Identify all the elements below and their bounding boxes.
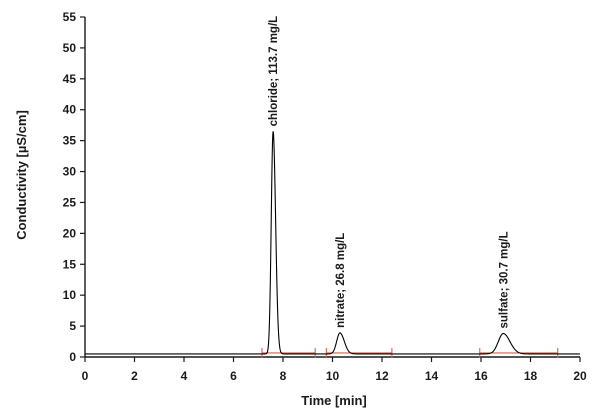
peak-labels: chloride; 113.7 mg/L nitrate; 26.8 mg/L su…: [268, 16, 510, 329]
x-axis-title: Time [min]: [301, 393, 367, 408]
x-tick-label: 2: [131, 369, 138, 383]
x-tick-label: 14: [425, 369, 439, 383]
x-tick-label: 8: [280, 369, 287, 383]
x-tick-label: 6: [230, 369, 237, 383]
y-axis-title: Conductivity [µS/cm]: [14, 110, 29, 240]
x-tick-label: 12: [375, 369, 389, 383]
y-tick-label: 15: [63, 257, 77, 271]
x-tick-label: 10: [326, 369, 340, 383]
x-tick-label: 16: [474, 369, 488, 383]
y-tick-label: 5: [69, 319, 76, 333]
x-tick-label: 4: [181, 369, 188, 383]
y-tick-label: 35: [63, 134, 77, 148]
peak-label: chloride; 113.7 mg/L: [268, 16, 280, 127]
x-axis: 0 2 4 6 8 10 12 14 16 18 20: [82, 356, 587, 383]
y-tick-label: 10: [63, 288, 77, 302]
x-tick-label: 0: [82, 369, 89, 383]
peak-label: nitrate; 26.8 mg/L: [335, 233, 347, 328]
y-tick-label: 25: [63, 195, 77, 209]
chromatogram-trace: [85, 131, 580, 355]
y-tick-label: 45: [63, 72, 77, 86]
x-tick-label: 20: [573, 369, 587, 383]
y-tick-label: 0: [69, 350, 76, 364]
y-tick-label: 20: [63, 226, 77, 240]
y-axis: 0 5 10 15 20 25 30 35 40 45 50 55: [63, 10, 86, 364]
y-tick-label: 30: [63, 165, 77, 179]
y-tick-label: 55: [63, 10, 77, 24]
y-tick-label: 50: [63, 41, 77, 55]
x-tick-label: 18: [524, 369, 538, 383]
y-tick-label: 40: [63, 103, 77, 117]
peak-label: sulfate; 30.7 mg/L: [498, 231, 510, 328]
